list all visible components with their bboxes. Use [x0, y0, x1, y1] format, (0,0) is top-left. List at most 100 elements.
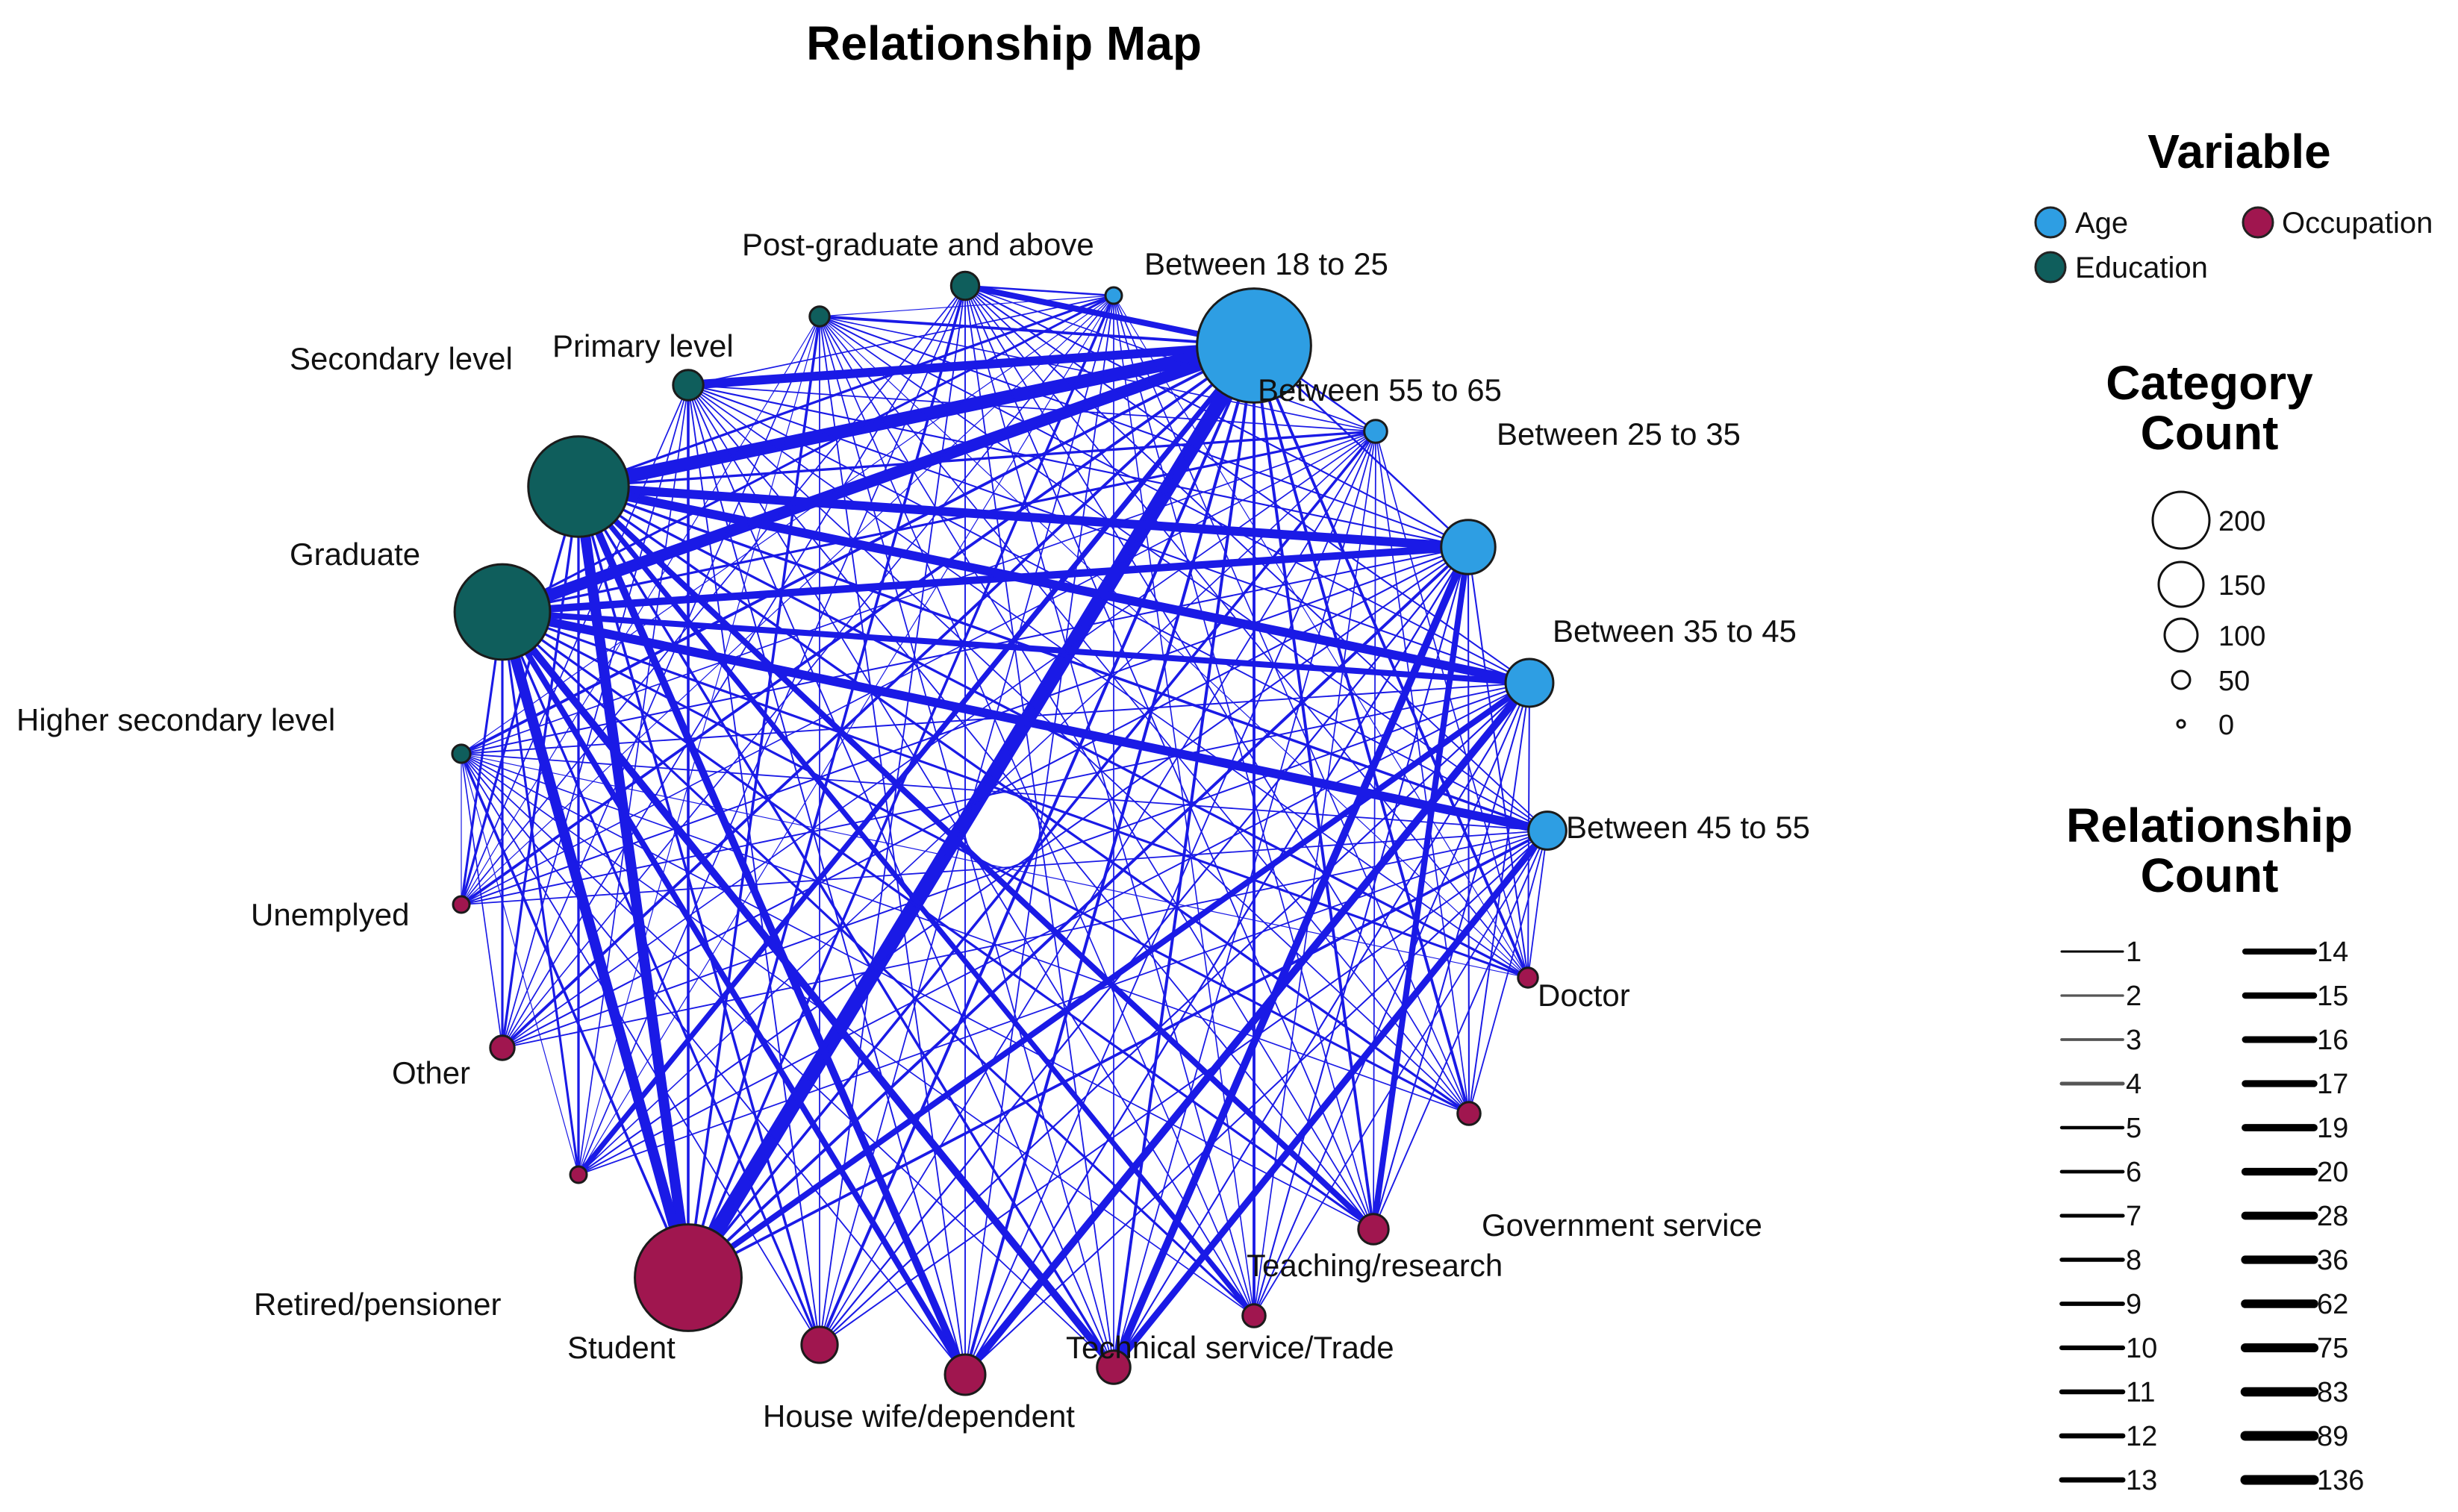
- edge-n_unk_age-graduate: [577, 294, 1115, 488]
- edge-n35_45-secondary: [687, 384, 1531, 684]
- edge-postgrad-teaching: [964, 285, 1255, 1316]
- edge-n_unk_edu-teaching: [461, 753, 1255, 1316]
- edge-n_unk_age-n_unk_occ1: [1113, 295, 1470, 1114]
- edge-n55_65-government: [1373, 431, 1376, 1230]
- edge-highersec-teaching: [501, 610, 1255, 1317]
- edge-n45_55-student: [687, 829, 1549, 1279]
- edge-n35_45-technical: [1112, 681, 1531, 1369]
- edge-n45_55-secondary: [687, 384, 1548, 831]
- edge-n18_25-retired: [818, 344, 1255, 1346]
- node-technical: [1096, 1349, 1132, 1385]
- node-label-doctor: Doctor: [1538, 978, 1630, 1013]
- edge-n45_55-doctor: [1527, 830, 1548, 978]
- edge-n55_65-postgrad: [964, 285, 1376, 432]
- edge-n35_45-housewife: [961, 679, 1533, 1378]
- edge-n55_65-primary: [819, 316, 1376, 432]
- edge-n35_45-graduate: [574, 482, 1534, 687]
- relationship-width-12-label: 12: [2126, 1421, 2157, 1452]
- edge-highersec-housewife: [499, 609, 968, 1378]
- edge-postgrad-doctor: [964, 285, 1529, 978]
- edge-n35_45-n_unk_occ1: [1468, 682, 1530, 1114]
- edge-highersec-student: [497, 607, 693, 1283]
- node-label-teaching: Teaching/research: [1247, 1248, 1503, 1283]
- label-layer: Between 18 to 25 Between 55 to 65 Between …: [16, 227, 1810, 1434]
- size-150-label: 150: [2218, 570, 2265, 602]
- edge-n18_25-secondary: [684, 341, 1258, 390]
- node-n_unk_occ1: [1456, 1101, 1482, 1126]
- edge-n35_45-unemployed: [461, 682, 1530, 905]
- edge-n_unk_edu-retired: [461, 753, 820, 1346]
- edge-n25_35-n_unk_occ1: [1467, 546, 1470, 1115]
- edge-n18_25-n_unk_edu: [460, 344, 1255, 755]
- node-doctor: [1517, 966, 1539, 989]
- size-100-label: 100: [2218, 621, 2265, 652]
- edge-postgrad-n_unk_age: [964, 284, 1114, 297]
- edge-n45_55-government: [1373, 830, 1548, 1230]
- size-200-label: 200: [2218, 506, 2265, 537]
- edge-n25_35-technical: [1110, 543, 1472, 1371]
- relationship-width-20-label: 20: [2317, 1157, 2348, 1188]
- edge-n35_45-retired: [818, 681, 1531, 1346]
- edge-n_unk_age-n_unk_edu: [461, 295, 1114, 755]
- edge-highersec-n_unk_occ1: [501, 610, 1470, 1115]
- relationship-width-136-label: 136: [2317, 1465, 2364, 1496]
- edge-n45_55-technical: [1110, 827, 1551, 1371]
- edge-n45_55-n_unk_occ1: [1468, 830, 1548, 1114]
- edge-n18_25-student: [681, 338, 1261, 1285]
- node-label-postgrad: Post-graduate and above: [742, 227, 1094, 262]
- variable-legend-heading: Variable: [2147, 125, 2331, 178]
- edge-n35_45-primary: [819, 316, 1530, 684]
- relationship-width-6-label: 6: [2126, 1157, 2142, 1188]
- edge-n_unk_age-teaching: [1113, 295, 1255, 1316]
- node-label-graduate: Graduate: [290, 537, 420, 572]
- edge-graduate-retired: [577, 485, 821, 1346]
- edge-graduate-n_unk_occ1: [577, 485, 1470, 1115]
- edge-n35_45-other: [502, 682, 1530, 1049]
- edge-secondary-housewife: [687, 384, 966, 1375]
- edge-n_unk_edu-doctor: [461, 753, 1529, 978]
- edge-n_unk_age-government: [1113, 295, 1374, 1230]
- relationship-width-19-label: 19: [2317, 1113, 2348, 1144]
- edge-n18_25-government: [1253, 344, 1375, 1231]
- node-n55_65: [1363, 419, 1388, 444]
- edge-highersec-technical: [499, 608, 1117, 1371]
- edge-primary-n_unk_occ1: [819, 316, 1470, 1114]
- size-100-marker: [2163, 617, 2199, 653]
- node-teaching: [1241, 1303, 1267, 1328]
- node-highersec: [453, 563, 552, 661]
- category-count-heading-line2: Count: [2141, 406, 2279, 460]
- edge-n35_45-postgrad: [964, 284, 1531, 684]
- edge-secondary-retired: [687, 384, 820, 1346]
- node-label-n35_45: Between 35 to 45: [1553, 613, 1797, 649]
- edge-n_unk_age-retired: [819, 295, 1114, 1346]
- relationship-width-14-label: 14: [2317, 937, 2348, 968]
- edge-n_unk_age-primary: [819, 295, 1114, 317]
- size-150-marker: [2157, 560, 2205, 608]
- edge-n_unk_edu-n_unk_occ1: [461, 753, 1470, 1114]
- node-label-primary: Primary level: [552, 328, 734, 363]
- relationship-width-11-label: 11: [2126, 1377, 2155, 1408]
- node-label-housewife: House wife/dependent: [763, 1399, 1075, 1434]
- edge-n25_35-government: [1370, 544, 1471, 1232]
- relationship-count-heading-line2: Count: [2141, 849, 2279, 902]
- edge-graduate-doctor: [577, 485, 1529, 979]
- edge-primary-housewife: [819, 316, 966, 1375]
- relationship-width-17-label: 17: [2317, 1069, 2348, 1100]
- edge-n18_25-technical: [1112, 344, 1255, 1369]
- relationship-width-89-label: 89: [2317, 1421, 2348, 1452]
- occupation-legend-label: Occupation: [2282, 207, 2433, 240]
- edge-primary-unemployed: [461, 316, 820, 905]
- edge-primary-teaching: [819, 316, 1255, 1316]
- node-label-other: Other: [392, 1055, 470, 1090]
- node-layer: [451, 270, 1568, 1396]
- relationship-width-1-label: 1: [2126, 937, 2142, 968]
- edge-n18_25-graduate: [572, 339, 1261, 493]
- size-0-marker: [2176, 719, 2186, 729]
- edge-n35_45-government: [1372, 681, 1531, 1231]
- edge-n18_25-doctor: [1253, 344, 1529, 979]
- edge-postgrad-n_unk_occ1: [964, 285, 1470, 1114]
- edge-n25_35-other: [501, 546, 1470, 1049]
- edge-secondary-government: [687, 384, 1374, 1230]
- edge-primary-government: [819, 316, 1374, 1230]
